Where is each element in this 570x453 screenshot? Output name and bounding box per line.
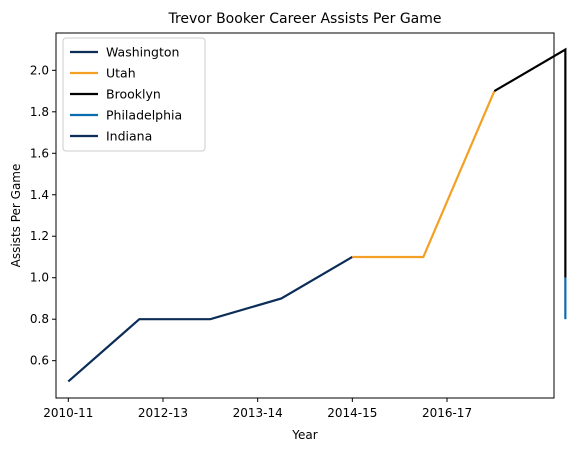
chart-title: Trevor Booker Career Assists Per Game (167, 11, 441, 27)
x-tick-label: 2012-13 (138, 406, 188, 420)
x-axis-label: Year (291, 428, 317, 442)
legend-box (62, 37, 206, 152)
x-tick-label: 2010-11 (43, 406, 93, 420)
legend: Washington Utah Brooklyn Philadelphia Indian… (62, 37, 206, 152)
series-line-washington (67, 256, 353, 383)
series-line-brooklyn (493, 47, 567, 278)
x-tick-label: 2014-15 (327, 406, 377, 420)
y-tick-label: 0.6 (30, 354, 49, 368)
series-line-utah (352, 90, 496, 259)
y-axis: 0.6 0.8 1.0 1.2 1.4 1.6 1.8 2.0 (30, 63, 56, 368)
legend-entry: Washington (106, 45, 179, 60)
y-tick-label: 1.8 (30, 105, 49, 119)
x-axis: 2010-11 2012-13 2013-14 2014-15 2016-17 (43, 398, 472, 420)
plot-frame (55, 32, 555, 399)
y-tick-label: 1.2 (30, 229, 49, 243)
legend-entry: Utah (106, 66, 136, 81)
legend-entry: Philadelphia (106, 108, 182, 123)
plot-area (67, 47, 567, 383)
y-tick-label: 2.0 (30, 63, 49, 77)
x-tick-label: 2016-17 (422, 406, 472, 420)
y-tick-label: 0.8 (30, 312, 49, 326)
legend-entry: Brooklyn (106, 87, 161, 102)
legend-entry: Indiana (106, 129, 152, 144)
y-tick-label: 1.4 (30, 188, 49, 202)
y-tick-label: 1.6 (30, 146, 49, 160)
y-axis-label: Assists Per Game (9, 164, 23, 268)
y-tick-label: 1.0 (30, 271, 49, 285)
x-tick-label: 2013-14 (233, 406, 283, 420)
